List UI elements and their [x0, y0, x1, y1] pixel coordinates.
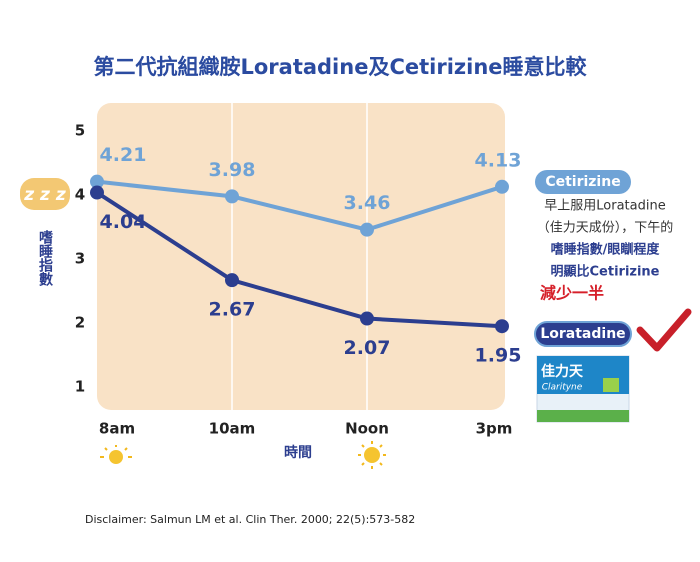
sun-icon — [358, 441, 386, 469]
annotation: 減少一半 — [540, 284, 604, 303]
sleep-icon: z z z — [20, 178, 70, 210]
x-tick-label: 10am — [209, 420, 256, 438]
annotation: 早上服用Loratadine — [544, 199, 665, 214]
data-label: 2.67 — [209, 299, 256, 321]
data-point — [225, 189, 239, 204]
annotation: 嗜睡指數/眼瞓程度 — [551, 242, 661, 258]
annotation: 明顯比Cetirizine — [551, 264, 660, 280]
annotation: （佳力天成份），下午的 — [537, 220, 674, 236]
svg-text:z z z: z z z — [23, 185, 66, 205]
legend-pill — [534, 321, 632, 347]
plot-background — [97, 103, 505, 410]
data-point — [360, 222, 374, 237]
data-label: 4.13 — [475, 149, 522, 171]
data-label: 3.46 — [344, 192, 391, 214]
x-tick-label: 8am — [99, 420, 135, 438]
data-label: 3.98 — [209, 159, 256, 181]
data-label: 1.95 — [475, 345, 522, 367]
series-line — [95, 190, 503, 329]
data-point — [90, 185, 104, 200]
chart-title: 第二代抗組織胺Loratadine及Cetirizine睡意比較 — [93, 55, 587, 79]
x-axis-title: 時間 — [284, 444, 312, 461]
x-tick-label: 3pm — [476, 420, 513, 438]
data-label: 4.04 — [100, 211, 147, 233]
sun-icon — [100, 445, 132, 464]
y-axis-title: 嗜睡指數 — [37, 229, 53, 287]
product-brand: Clarityne — [542, 383, 583, 393]
data-point — [495, 179, 509, 194]
x-tick-label: Noon — [345, 420, 389, 438]
data-label: 2.07 — [344, 337, 391, 359]
data-point — [90, 174, 104, 189]
y-tick-label: 5 — [75, 122, 85, 140]
data-label: 4.21 — [100, 144, 147, 166]
y-tick-label: 1 — [75, 377, 85, 395]
y-tick-label: 3 — [75, 250, 85, 268]
data-point — [360, 311, 374, 326]
legend-label: Loratadine — [540, 326, 625, 342]
y-tick-label: 4 — [75, 186, 85, 204]
disclaimer: Disclaimer: Salmun LM et al. Clin Ther. … — [85, 513, 415, 526]
data-point — [495, 319, 509, 334]
series-line — [96, 179, 503, 232]
data-point — [225, 273, 239, 288]
legend-pill — [535, 170, 631, 194]
y-tick-label: 2 — [75, 314, 85, 332]
check-mark — [636, 308, 692, 352]
product-box: 佳力天 Clarityne — [536, 355, 630, 423]
product-name: 佳力天 — [541, 363, 584, 380]
legend-label: Cetirizine — [545, 174, 620, 190]
